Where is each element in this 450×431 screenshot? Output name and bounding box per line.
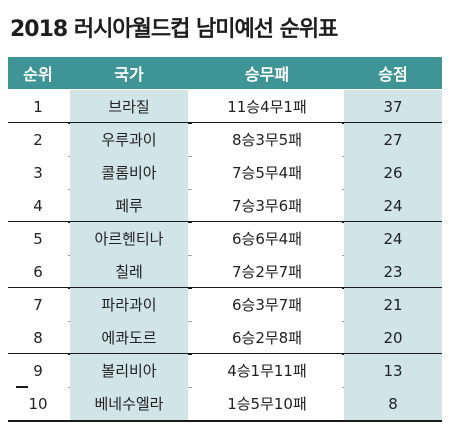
points-cell: 13 — [344, 354, 442, 387]
rank-cell: 4 — [8, 189, 68, 222]
record-cell: 7승2무7패 — [192, 255, 342, 288]
rank-cell: 10 — [8, 387, 68, 420]
points-cell: 21 — [344, 288, 442, 321]
table-row: 4 페루 7승3무6패 24 — [8, 189, 442, 222]
record-cell: 4승1무11패 — [192, 354, 342, 387]
rank-cell: 8 — [8, 321, 68, 354]
table-row: 2 우루과이 8승3무5패 27 — [8, 123, 442, 156]
team-cell: 브라질 — [70, 90, 188, 123]
points-cell: 20 — [344, 321, 442, 354]
record-cell: 11승4무1패 — [192, 90, 342, 123]
record-cell: 1승5무10패 — [192, 387, 342, 420]
table-row: 8 에콰도르 6승2무8패 20 — [8, 321, 442, 354]
points-cell: 24 — [344, 222, 442, 255]
record-cell: 6승6무4패 — [192, 222, 342, 255]
header-team: 국가 — [114, 65, 144, 84]
table-bottom-border — [8, 420, 442, 422]
rank-cell: 6 — [8, 255, 68, 288]
team-cell: 칠레 — [70, 255, 188, 288]
header-rank: 순위 — [23, 65, 53, 84]
team-cell: 아르헨티나 — [70, 222, 188, 255]
team-cell: 우루과이 — [70, 123, 188, 156]
rank-cell: 9 — [8, 354, 68, 387]
table-row: 3 콜롬비아 7승5무4패 26 — [8, 156, 442, 189]
table-row: 5 아르헨티나 6승6무4패 24 — [8, 222, 442, 255]
team-cell: 페루 — [70, 189, 188, 222]
playoff-marker — [16, 386, 28, 388]
table-title: 2018 러시아월드컵 남미예선 순위표 — [10, 17, 338, 42]
points-cell: 27 — [344, 123, 442, 156]
header-points: 승점 — [378, 65, 408, 84]
points-cell: 23 — [344, 255, 442, 288]
record-cell: 6승3무7패 — [192, 288, 342, 321]
rank-cell: 7 — [8, 288, 68, 321]
record-cell: 8승3무5패 — [192, 123, 342, 156]
team-cell: 파라과이 — [70, 288, 188, 321]
table-row: 9 볼리비아 4승1무11패 13 — [8, 354, 442, 387]
team-cell: 볼리비아 — [70, 354, 188, 387]
table-row: 6 칠레 7승2무7패 23 — [8, 255, 442, 288]
rank-cell: 5 — [8, 222, 68, 255]
team-cell: 콜롬비아 — [70, 156, 188, 189]
rank-cell: 3 — [8, 156, 68, 189]
rank-cell: 2 — [8, 123, 68, 156]
table-row: 7 파라과이 6승3무7패 21 — [8, 288, 442, 321]
record-cell: 7승5무4패 — [192, 156, 342, 189]
points-cell: 8 — [344, 387, 442, 420]
team-cell: 에콰도르 — [70, 321, 188, 354]
points-cell: 26 — [344, 156, 442, 189]
table-row: 10 베네수엘라 1승5무10패 8 — [8, 387, 442, 420]
team-cell: 베네수엘라 — [70, 387, 188, 420]
points-cell: 37 — [344, 90, 442, 123]
record-cell: 6승2무8패 — [192, 321, 342, 354]
rank-cell: 1 — [8, 90, 68, 123]
standings-table: 순위 국가 승무패 승점 1 브라질 11승4무1패 37 2 우루과이 8승3무5패 27 3… — [8, 57, 442, 422]
points-cell: 24 — [344, 189, 442, 222]
record-cell: 7승3무6패 — [192, 189, 342, 222]
table-header: 순위 국가 승무패 승점 — [8, 57, 442, 89]
header-record: 승무패 — [244, 65, 290, 84]
table-row: 1 브라질 11승4무1패 37 — [8, 90, 442, 123]
